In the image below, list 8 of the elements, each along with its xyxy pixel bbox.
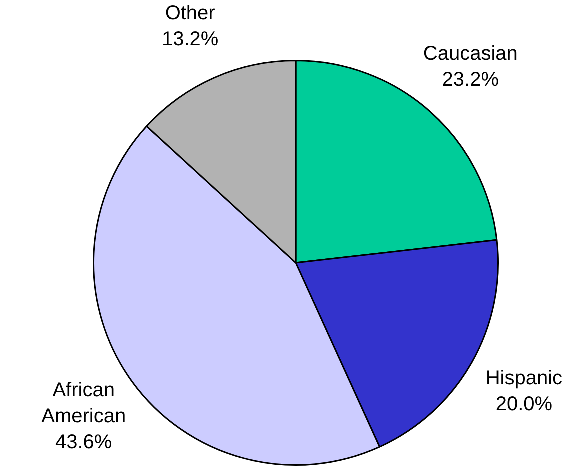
slice-label: African American	[42, 380, 126, 428]
slice-label: Hispanic	[486, 368, 563, 390]
data-label: 23.2%	[442, 68, 500, 91]
data-label: 43.6%	[55, 432, 112, 454]
data-label: 13.2%	[162, 28, 219, 51]
data-label: 20.0%	[496, 394, 553, 416]
slice-label: Other	[165, 2, 216, 25]
slice-label: Caucasian	[423, 42, 518, 65]
